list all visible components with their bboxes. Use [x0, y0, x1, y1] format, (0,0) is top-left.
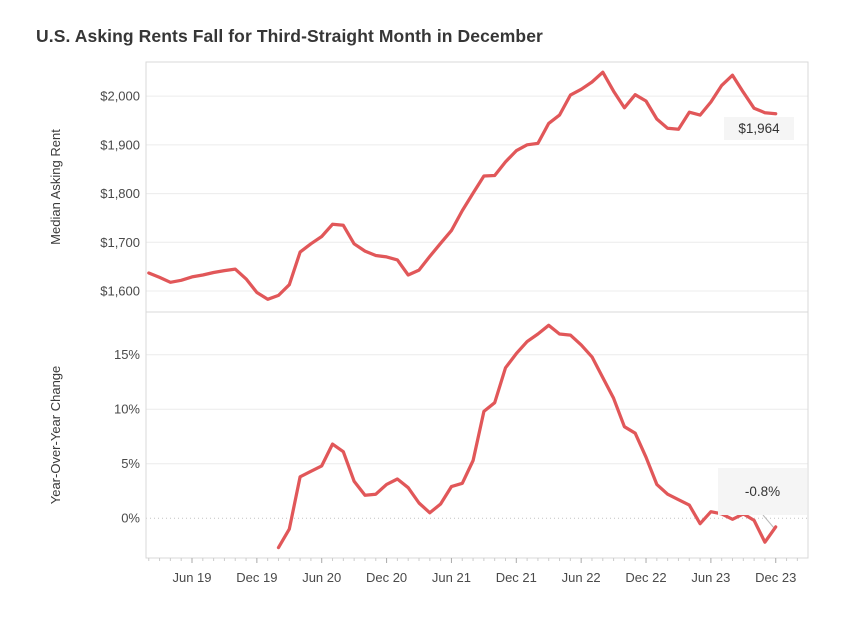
annotation-leader-line — [762, 514, 775, 529]
y-axis-title: Median Asking Rent — [48, 129, 63, 245]
x-tick-label: Jun 22 — [562, 570, 601, 585]
x-tick-label: Dec 20 — [366, 570, 407, 585]
y-tick-label: $1,700 — [100, 235, 140, 250]
chart-title: U.S. Asking Rents Fall for Third-Straigh… — [36, 26, 543, 46]
y-tick-label: 5% — [121, 456, 140, 471]
yoy-line — [276, 323, 778, 550]
x-tick-label: Jun 19 — [172, 570, 211, 585]
x-tick-label: Jun 23 — [691, 570, 730, 585]
x-tick-label: Jun 21 — [432, 570, 471, 585]
rent-line — [147, 70, 778, 301]
x-tick-label: Dec 19 — [236, 570, 277, 585]
yoy-end-annotation: -0.8% — [718, 468, 807, 515]
y-tick-label: $1,600 — [100, 284, 140, 299]
panel-border — [145, 311, 809, 559]
x-tick-label: Dec 23 — [755, 570, 796, 585]
y-axis-title: Year-Over-Year Change — [48, 366, 63, 505]
x-tick-label: Jun 20 — [302, 570, 341, 585]
y-tick-label: $1,900 — [100, 137, 140, 152]
y-tick-label: $2,000 — [100, 89, 140, 104]
rent-end-annotation: $1,964 — [724, 117, 794, 140]
y-tick-label: 10% — [114, 402, 140, 417]
y-tick-label: 15% — [114, 347, 140, 362]
y-tick-label: 0% — [121, 511, 140, 526]
x-tick-label: Dec 22 — [625, 570, 666, 585]
y-tick-label: $1,800 — [100, 186, 140, 201]
x-tick-label: Dec 21 — [496, 570, 537, 585]
